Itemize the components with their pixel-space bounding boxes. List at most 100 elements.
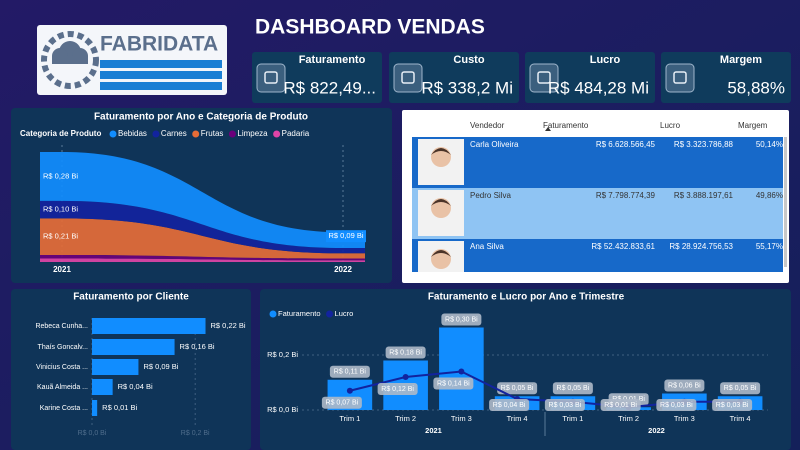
kpi-value: R$ 484,28 Mi <box>548 78 649 97</box>
avatar-hair <box>431 250 451 257</box>
kpi-label: Custo <box>453 54 484 66</box>
area <box>40 152 365 249</box>
legend-title: Categoria de Produto <box>20 129 101 138</box>
cell: R$ 52.432.833,61 <box>591 242 655 251</box>
bar <box>92 339 175 355</box>
legend-marker <box>152 130 160 138</box>
legend-label: Carnes <box>161 129 187 138</box>
column-header: Lucro <box>660 121 681 130</box>
data-label: R$ 0,18 Bi <box>389 349 422 356</box>
x-tick-label: R$ 0,2 Bi <box>181 430 210 437</box>
x-tick-label: Trim 3 <box>451 414 472 423</box>
cell: Ana Silva <box>470 242 504 251</box>
kpi-icon <box>529 63 559 93</box>
bar <box>92 400 98 416</box>
data-label-bg <box>433 377 474 390</box>
table-row <box>412 188 783 239</box>
kpi-icon-glyph <box>401 71 415 84</box>
y-tick-label: R$ 0,2 Bi <box>267 350 298 359</box>
area <box>40 258 365 262</box>
data-label-bg <box>377 383 418 395</box>
data-label: R$ 0,28 Bi <box>43 171 78 180</box>
data-label: R$ 0,03 Bi <box>549 402 582 409</box>
x-tick-label: Trim 4 <box>730 414 751 423</box>
kpi-icon <box>393 63 423 93</box>
data-label-bg <box>441 313 482 326</box>
data-label: R$ 0,04 Bi <box>493 402 526 409</box>
x-tick-label: 2021 <box>53 265 71 274</box>
area <box>40 200 365 254</box>
bar <box>92 359 139 375</box>
kpi-icon <box>665 63 695 93</box>
data-label: R$ 0,30 Bi <box>445 316 478 323</box>
data-label: R$ 0,01 Bi <box>102 403 137 412</box>
kpi-icon-glyph <box>537 71 551 84</box>
kpi-label: Faturamento <box>299 54 366 66</box>
kpi-value: 58,88% <box>727 78 785 97</box>
data-label: R$ 0,22 Bi <box>211 321 246 330</box>
y-tick-label: Kauã Almeida ... <box>37 384 88 391</box>
data-label-bg <box>385 346 426 359</box>
x-group-label: 2022 <box>648 426 665 435</box>
data-label: R$ 0,05 Bi <box>557 385 590 392</box>
x-tick-label: Trim 3 <box>674 414 695 423</box>
y-tick-label: R$ 0,0 Bi <box>267 405 298 414</box>
scrollbar <box>784 137 787 267</box>
data-label: R$ 0,01 Bi <box>604 402 637 409</box>
line-point <box>346 387 353 394</box>
x-tick-label: 2022 <box>334 265 352 274</box>
cell: 50,14% <box>756 140 783 149</box>
data-label: R$ 0,03 Bi <box>716 402 749 409</box>
chart-title: Faturamento por Ano e Categoria de Produ… <box>94 112 308 123</box>
cell: R$ 7.798.774,39 <box>596 191 656 200</box>
legend-label: Faturamento <box>278 309 321 318</box>
data-label: R$ 0,16 Bi <box>180 342 215 351</box>
data-label: R$ 0,14 Bi <box>437 380 470 387</box>
data-label-bg <box>664 379 705 392</box>
logo-grid <box>100 60 222 90</box>
kpi-label: Lucro <box>590 54 621 66</box>
column-header: Vendedor <box>470 121 505 130</box>
y-tick-label: Vinicius Costa ... <box>36 364 88 371</box>
data-label: R$ 0,04 Bi <box>118 382 153 391</box>
data-label: R$ 0,06 Bi <box>668 382 701 389</box>
data-label-bg <box>600 399 641 411</box>
cell: R$ 28.924.756,53 <box>669 242 733 251</box>
x-tick-label: Trim 1 <box>339 414 360 423</box>
data-label: R$ 0,03 Bi <box>660 402 693 409</box>
data-label-bg <box>321 396 362 409</box>
legend-marker <box>228 130 236 138</box>
legend-marker <box>269 310 277 318</box>
chart-title: Faturamento por Cliente <box>73 292 189 303</box>
data-label: R$ 0,11 Bi <box>334 369 367 376</box>
data-label-bg <box>326 230 366 243</box>
kpi-icon-glyph <box>673 71 687 84</box>
chart-title: Faturamento e Lucro por Ano e Trimestre <box>428 292 625 303</box>
column-header: Margem <box>738 121 768 130</box>
legend-marker <box>192 130 200 138</box>
x-tick-label: R$ 0,0 Bi <box>78 430 107 437</box>
cell: R$ 3.888.197,61 <box>674 191 734 200</box>
legend-label: Padaria <box>282 129 310 138</box>
line-point <box>402 374 409 380</box>
data-label: R$ 0,12 Bi <box>381 386 414 393</box>
x-tick-label: Trim 1 <box>562 414 583 423</box>
kpi-value: R$ 822,49... <box>283 78 376 97</box>
data-label: R$ 0,05 Bi <box>724 385 757 392</box>
legend-marker <box>326 310 334 318</box>
data-label-bg <box>497 382 538 395</box>
legend-label: Bebidas <box>118 129 147 138</box>
legend-label: Limpeza <box>237 129 268 138</box>
y-tick-label: Karine Costa ... <box>40 405 88 412</box>
cell: R$ 3.323.786,88 <box>674 140 734 149</box>
cell: Pedro Silva <box>470 191 511 200</box>
bar <box>92 379 113 395</box>
data-label-bg <box>656 399 697 411</box>
data-label: R$ 0,07 Bi <box>326 400 359 407</box>
table-row <box>412 137 783 188</box>
bar <box>92 318 206 334</box>
logo-icon <box>41 31 99 89</box>
data-label-bg <box>712 399 753 411</box>
y-tick-label: Thaís Goncalv... <box>38 344 89 351</box>
